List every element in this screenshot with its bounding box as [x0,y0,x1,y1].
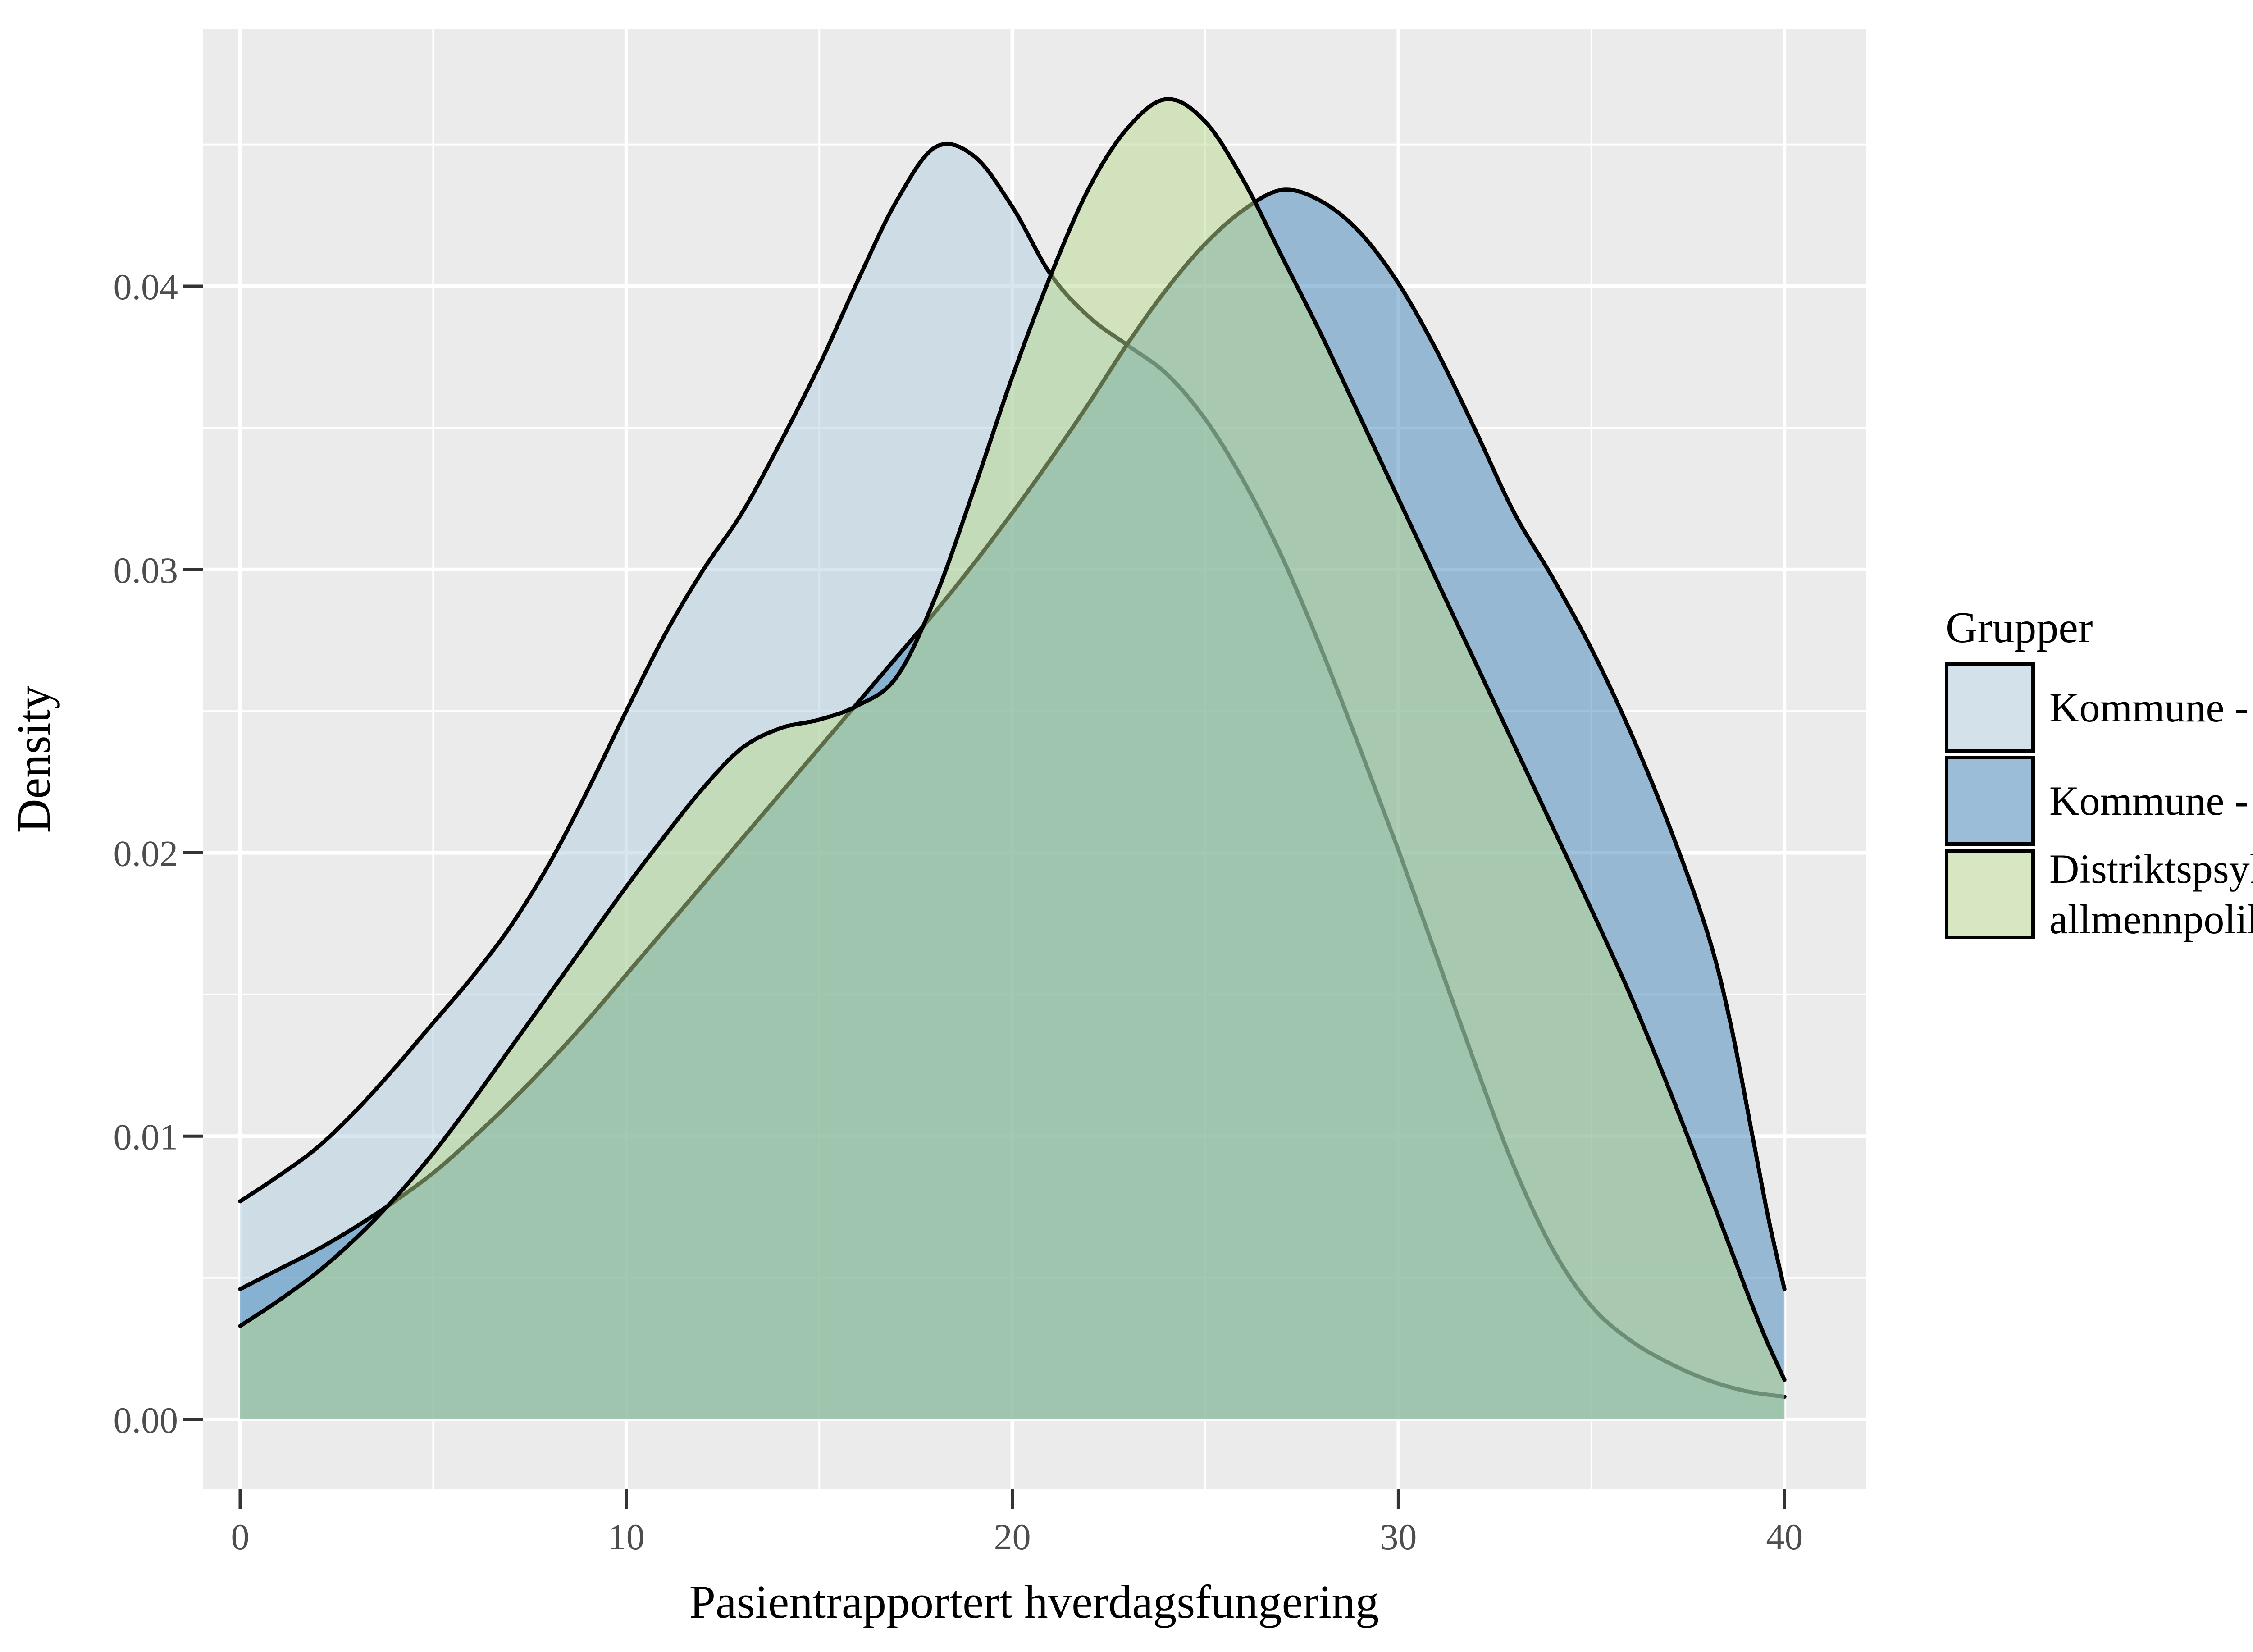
legend-swatch-1 [1945,662,2035,753]
y-tick-label: 0.00 [114,1400,178,1441]
density-area-3 [240,99,1785,1420]
y-tick-label: 0.02 [114,833,178,874]
y-tick-label: 0.03 [114,550,178,591]
legend: Grupper Kommune - milde til moderateKomm… [1945,603,2253,942]
x-tick-label: 10 [608,1516,645,1557]
y-tick-label: 0.01 [114,1116,178,1157]
legend-title: Grupper [1946,603,2093,652]
density-line-3 [238,97,1787,1382]
legend-label-3: Distriktspsykiatrisk senter - [2049,846,2253,892]
x-axis-title: Pasientrapportert hverdagsfungering [689,1575,1379,1628]
x-tick-label: 30 [1380,1516,1417,1557]
legend-swatch-2 [1945,756,2035,846]
legend-label-2: Kommune - komplekse plager [2049,778,2253,824]
x-tick-label: 20 [994,1516,1031,1557]
y-axis-title: Density [7,685,60,833]
legend-label-1: Kommune - milde til moderate [2049,685,2253,730]
y-tick-label: 0.04 [114,266,178,307]
legend-labels: Kommune - milde til moderate Kommune - ko… [2049,685,2253,942]
legend-label-3: allmennpoliklinikk [2049,896,2253,942]
density-curves [238,97,1787,1420]
legend-swatch-3 [1945,849,2035,939]
axes: 0 10 20 30 40 0.00 0.01 0.02 0.03 0.04 [114,266,1803,1557]
x-tick-label: 0 [231,1516,250,1557]
legend-keys [1945,662,2035,939]
x-tick-label: 40 [1766,1516,1803,1557]
axis-titles: Pasientrapportert hverdagsfungering Dens… [7,685,1379,1628]
